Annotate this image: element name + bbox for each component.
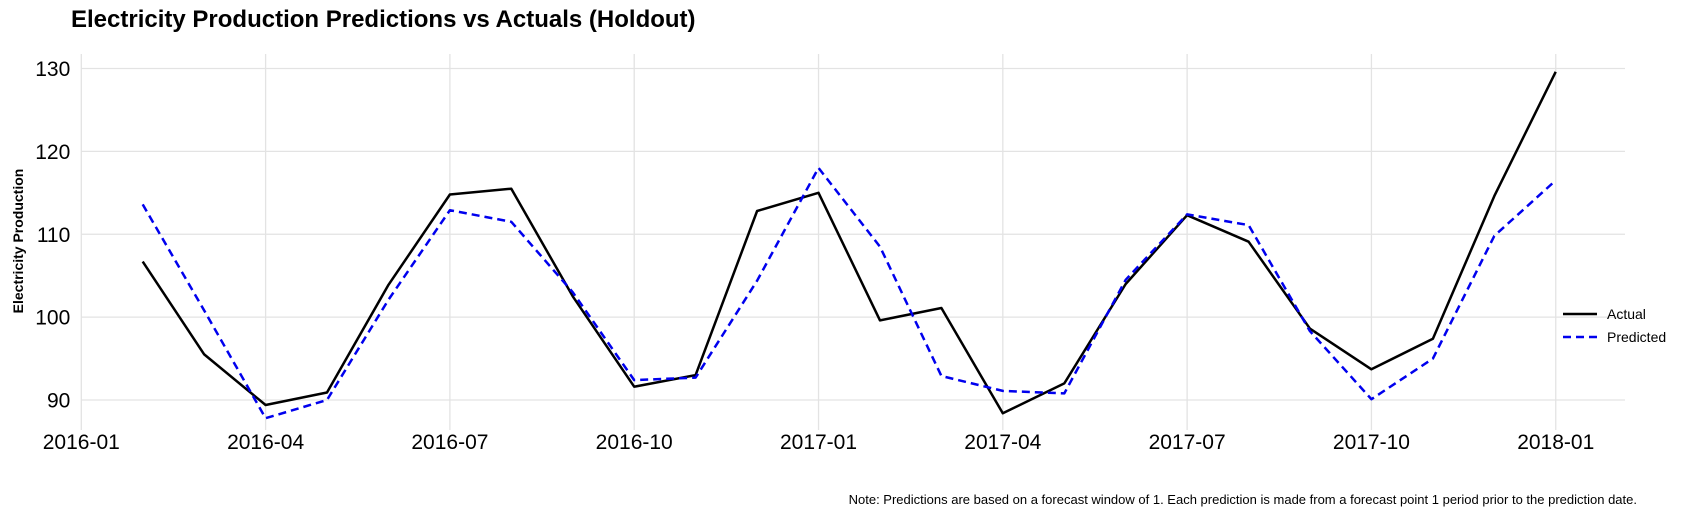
y-tick-label: 130	[35, 58, 70, 81]
predicted-line	[141, 166, 1557, 420]
x-tick-label: 2017-04	[964, 431, 1041, 454]
legend: Actual Predicted	[1563, 306, 1666, 345]
y-tick-label: 100	[35, 307, 70, 330]
predicted-line-swatch	[1563, 335, 1597, 339]
legend-item-predicted: Predicted	[1563, 329, 1666, 345]
legend-label-actual: Actual	[1607, 306, 1646, 322]
legend-item-actual: Actual	[1563, 306, 1666, 322]
legend-label-predicted: Predicted	[1607, 329, 1667, 345]
chart-title: Electricity Production Predictions vs Ac…	[71, 6, 696, 33]
y-tick-label: 90	[47, 390, 70, 413]
y-tick-label: 120	[35, 141, 70, 164]
x-tick-label: 2017-01	[780, 431, 857, 454]
x-tick-label: 2016-10	[596, 431, 673, 454]
y-tick-label: 110	[37, 224, 70, 247]
x-tick-label: 2016-07	[411, 431, 488, 454]
x-tick-label: 2017-10	[1333, 431, 1410, 454]
actual-line-swatch	[1563, 312, 1597, 316]
x-tick-label: 2018-01	[1517, 431, 1594, 454]
actual-line	[141, 71, 1557, 415]
footnote: Note: Predictions are based on a forecas…	[848, 492, 1637, 507]
x-tick-label: 2016-01	[43, 431, 120, 454]
x-tick-label: 2016-04	[227, 431, 304, 454]
x-tick-label: 2017-07	[1149, 431, 1226, 454]
